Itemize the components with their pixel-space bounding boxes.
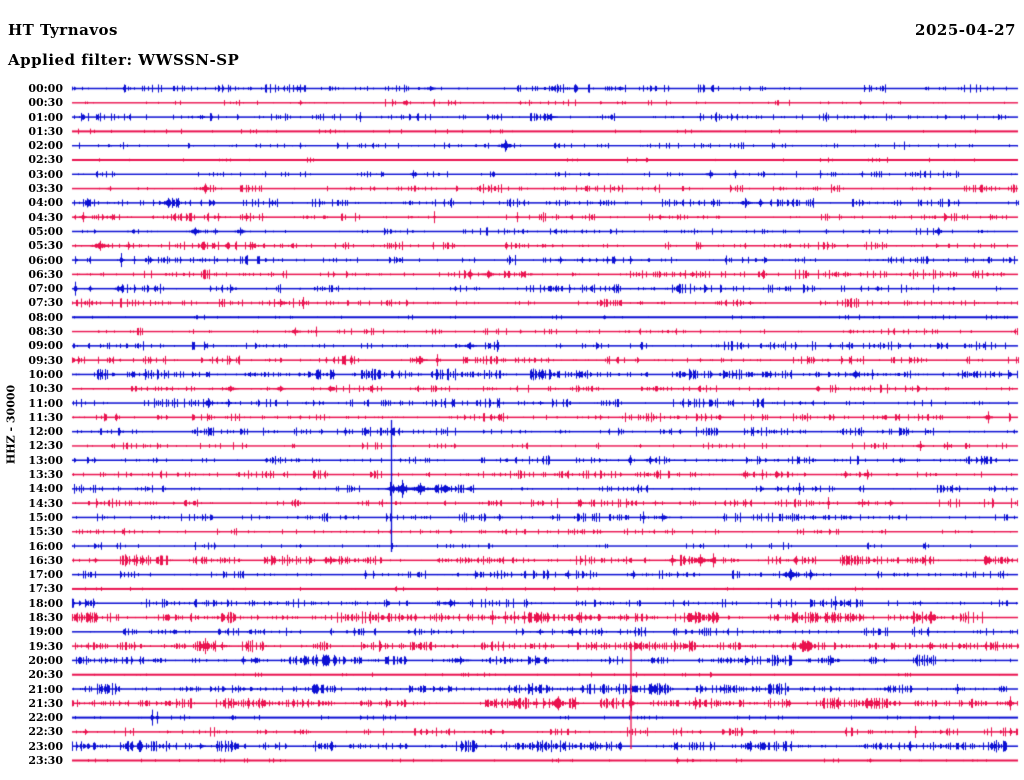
row-time-label: 06:00 [28,253,63,267]
row-time-label: 11:00 [28,396,63,410]
row-time-label: 10:00 [28,367,63,381]
row-time-label: 17:00 [28,568,63,582]
row-time-label: 07:00 [28,282,63,296]
row-time-label: 07:30 [28,296,63,310]
row-time-label: 16:00 [28,539,63,553]
row-time-label: 05:30 [28,239,63,253]
row-time-label: 04:00 [28,196,63,210]
row-time-label: 22:30 [28,725,63,739]
row-time-label: 11:30 [28,410,63,424]
row-time-label: 10:30 [28,382,63,396]
row-time-label: 01:30 [28,124,63,138]
row-time-label: 14:00 [28,482,63,496]
station-title: HT Tyrnavos [8,21,118,39]
row-time-label: 21:00 [28,682,63,696]
row-time-label: 20:00 [28,653,63,667]
row-time-label: 03:00 [28,167,63,181]
row-time-label: 12:30 [28,439,63,453]
row-time-label: 12:00 [28,425,63,439]
row-time-label: 20:30 [28,668,63,682]
row-time-label: 15:00 [28,510,63,524]
row-time-label: 04:30 [28,210,63,224]
row-time-label: 00:30 [28,96,63,110]
row-time-label: 15:30 [28,525,63,539]
row-time-label: 02:30 [28,153,63,167]
row-time-label: 19:30 [28,639,63,653]
filter-label: Applied filter: WWSSN-SP [8,51,240,69]
row-time-label: 22:00 [28,711,63,725]
row-time-label: 05:00 [28,224,63,238]
row-time-label: 08:30 [28,325,63,339]
row-time-label: 14:30 [28,496,63,510]
row-time-label: 16:30 [28,553,63,567]
row-time-label: 06:30 [28,267,63,281]
date-label: 2025-04-27 [915,21,1016,39]
row-time-label: 09:30 [28,353,63,367]
row-time-label: 18:00 [28,596,63,610]
row-time-label: 23:00 [28,739,63,753]
row-time-label: 21:30 [28,696,63,710]
row-time-label: 02:00 [28,139,63,153]
row-time-label: 00:00 [28,82,63,95]
row-time-label: 19:00 [28,625,63,639]
row-time-label: 08:00 [28,310,63,324]
row-time-label: 13:00 [28,453,63,467]
row-time-label: 03:30 [28,182,63,196]
row-time-label: 01:00 [28,110,63,124]
row-time-label: 17:30 [28,582,63,596]
row-time-label: 09:00 [28,339,63,353]
row-time-label: 23:30 [28,754,63,767]
row-time-label: 18:30 [28,611,63,625]
row-time-label: 13:30 [28,468,63,482]
